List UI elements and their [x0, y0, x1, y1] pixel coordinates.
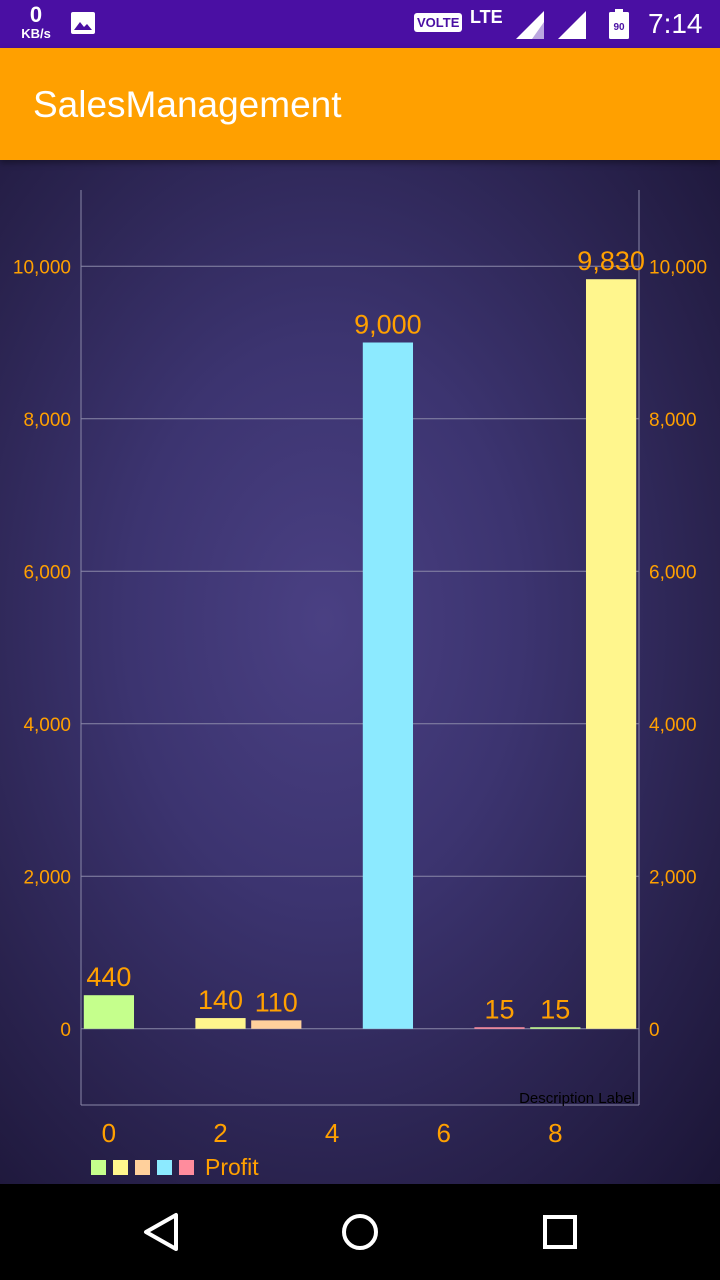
status-bar: 0 KB/s VOLTE LTE 90 7:14 — [0, 0, 720, 48]
network-speed-unit: KB/s — [21, 26, 51, 41]
bar — [83, 995, 135, 1029]
app-bar: SalesManagement — [0, 48, 720, 160]
signal-icon — [516, 11, 544, 39]
home-icon[interactable] — [332, 1204, 388, 1260]
bar-value-label: 110 — [255, 987, 298, 1017]
legend-swatch — [179, 1160, 194, 1175]
bar-value-label: 9,830 — [577, 246, 645, 276]
network-speed: 0 KB/s — [18, 2, 54, 41]
bar-value-label: 15 — [484, 994, 514, 1024]
x-tick-label: 4 — [325, 1118, 339, 1148]
bar — [251, 1020, 302, 1029]
bar — [362, 342, 414, 1029]
x-tick-label: 0 — [102, 1118, 116, 1148]
bar-value-label: 440 — [86, 962, 131, 992]
back-icon[interactable] — [132, 1204, 188, 1260]
network-type: LTE — [470, 7, 503, 27]
legend-swatch — [135, 1160, 150, 1175]
gallery-icon — [71, 12, 95, 34]
signal-icon — [558, 11, 586, 39]
navigation-bar — [0, 1184, 720, 1280]
network-speed-value: 0 — [29, 2, 43, 27]
x-tick-label: 6 — [436, 1118, 450, 1148]
y-tick-label-left: 4,000 — [23, 715, 71, 736]
volte-badge: VOLTE — [414, 13, 463, 32]
y-tick-label-right: 4,000 — [649, 715, 697, 736]
legend-swatch — [113, 1160, 128, 1175]
description-label: Description Label — [519, 1090, 635, 1107]
y-tick-label-right: 8,000 — [649, 410, 697, 431]
bar-value-label: 9,000 — [354, 310, 422, 340]
bar-chart[interactable]: 0 0 2,000 2,000 4,000 4,000 6,000 6,000 8,000 8,0… — [0, 160, 720, 1184]
y-tick-label-right: 10,000 — [649, 257, 707, 278]
recents-icon[interactable] — [532, 1204, 588, 1260]
bar — [195, 1018, 246, 1029]
clock: 7:14 — [648, 8, 703, 39]
battery-icon: 90 — [609, 9, 629, 39]
y-tick-label-left: 2,000 — [23, 867, 71, 888]
x-tick-label: 8 — [548, 1118, 562, 1148]
app-title: SalesManagement — [33, 84, 342, 125]
battery-level: 90 — [613, 22, 625, 33]
y-tick-label-left: 8,000 — [23, 410, 71, 431]
bar — [474, 1027, 525, 1029]
y-tick-label-right: 0 — [649, 1020, 660, 1041]
y-tick-label-left: 6,000 — [23, 562, 71, 583]
bar-value-label: 15 — [540, 994, 570, 1024]
legend-swatch — [157, 1160, 172, 1175]
legend-swatch — [91, 1160, 106, 1175]
y-tick-label-left: 10,000 — [13, 257, 71, 278]
legend-label: Profit — [205, 1154, 259, 1180]
chart-area: 0 0 2,000 2,000 4,000 4,000 6,000 6,000 8,000 8,0… — [0, 160, 720, 1184]
y-tick-label-left: 0 — [60, 1020, 71, 1041]
y-tick-label-right: 6,000 — [649, 562, 697, 583]
bar — [585, 279, 637, 1029]
bar — [530, 1027, 581, 1029]
bar-value-label: 140 — [198, 985, 243, 1015]
y-tick-label-right: 2,000 — [649, 867, 697, 888]
x-tick-label: 2 — [213, 1118, 227, 1148]
